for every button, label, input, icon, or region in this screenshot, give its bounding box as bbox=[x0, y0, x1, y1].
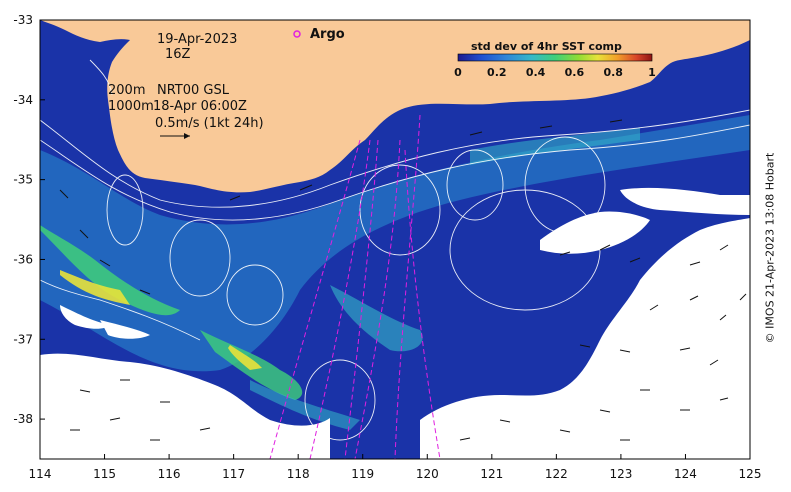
y-tick-label: -33 bbox=[13, 13, 33, 27]
argo-tracks bbox=[269, 114, 441, 459]
x-tick-label: 116 bbox=[158, 467, 181, 481]
y-tick-label: -37 bbox=[13, 332, 33, 346]
colorbar-tick-label: 0.6 bbox=[565, 66, 585, 79]
y-tick-label: -38 bbox=[13, 412, 33, 426]
plot-frame bbox=[39, 19, 751, 460]
analysis-time-label: 18-Apr 06:00Z bbox=[153, 99, 247, 114]
colorbar: std dev of 4hr SST comp 0 0.2 0.4 0.6 0.8 1 bbox=[454, 40, 656, 79]
y-axis: -33 -34 -35 -36 -37 -38 bbox=[13, 13, 45, 426]
no-data-regions bbox=[40, 187, 750, 459]
depth-label-200: 200m bbox=[108, 83, 145, 98]
date-label: 19-Apr-2023 bbox=[157, 32, 237, 47]
colorbar-title: std dev of 4hr SST comp bbox=[471, 40, 622, 53]
depth-label-1000: 1000m bbox=[108, 99, 154, 114]
shelf-band bbox=[40, 115, 750, 372]
x-tick-label: 124 bbox=[674, 467, 697, 481]
credit-label: © IMOS 21-Apr-2023 13:08 Hobart bbox=[763, 152, 777, 344]
ssh-contours bbox=[40, 59, 750, 441]
colorbar-gradient bbox=[457, 53, 653, 62]
colorbar-tick-label: 0.4 bbox=[526, 66, 546, 79]
colorbar-tick-label: 0.2 bbox=[487, 66, 507, 79]
x-tick-label: 123 bbox=[609, 467, 632, 481]
colorbar-tick-label: 1 bbox=[648, 66, 656, 79]
argo-marker bbox=[293, 30, 301, 38]
hour-label: 16Z bbox=[165, 47, 191, 62]
x-tick-label: 118 bbox=[287, 467, 310, 481]
x-tick-label: 121 bbox=[480, 467, 503, 481]
x-tick-label: 120 bbox=[416, 467, 439, 481]
x-tick-label: 115 bbox=[93, 467, 116, 481]
x-axis: 114 115 116 117 118 119 120 121 122 123 124 125 bbox=[29, 454, 762, 481]
model-label: NRT00 GSL bbox=[157, 83, 230, 98]
land-mass bbox=[40, 20, 750, 193]
y-tick-label: -36 bbox=[13, 252, 33, 266]
x-tick-label: 122 bbox=[545, 467, 568, 481]
colorbar-ticks: 0 0.2 0.4 0.6 0.8 1 bbox=[454, 66, 656, 79]
y-tick-label: -35 bbox=[13, 173, 33, 187]
argo-label: Argo bbox=[310, 27, 345, 42]
current-scale-arrow bbox=[160, 133, 190, 139]
x-tick-label: 117 bbox=[222, 467, 245, 481]
colorbar-tick-label: 0 bbox=[454, 66, 462, 79]
current-scale-label: 0.5m/s (1kt 24h) bbox=[155, 116, 264, 131]
x-tick-label: 119 bbox=[351, 467, 374, 481]
colorbar-tick-label: 0.8 bbox=[603, 66, 623, 79]
y-tick-label: -34 bbox=[13, 93, 33, 107]
x-tick-label: 114 bbox=[29, 467, 52, 481]
current-vectors bbox=[59, 119, 747, 441]
x-tick-label: 125 bbox=[739, 467, 762, 481]
